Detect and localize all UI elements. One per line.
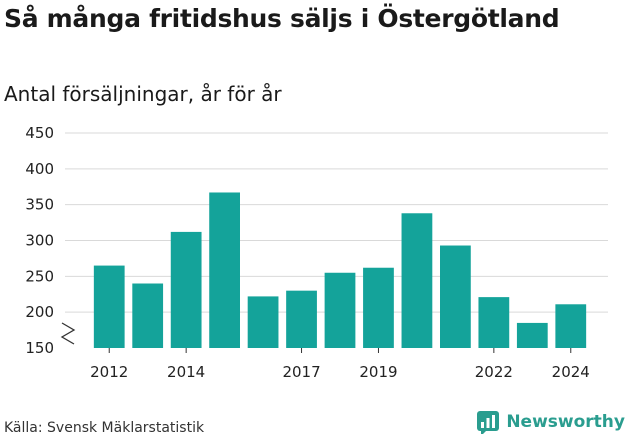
source-note: Källa: Svensk Mäklarstatistik <box>4 420 205 436</box>
y-tick-label-300: 300 <box>25 232 54 250</box>
bar-2020 <box>401 213 433 348</box>
bar-2022 <box>478 297 510 348</box>
chart-subtitle: Antal försäljningar, år för år <box>4 82 282 106</box>
bar-2019 <box>363 267 394 348</box>
y-tick-label-400: 400 <box>25 160 54 178</box>
bar-2017 <box>286 290 317 348</box>
bar-2013 <box>132 283 164 348</box>
bar-2014 <box>170 231 202 348</box>
x-tick-label-2022: 2022 <box>475 363 513 381</box>
y-tick-label-150: 150 <box>25 339 54 357</box>
y-tick-label-450: 450 <box>25 124 54 142</box>
bar-2024 <box>555 304 587 348</box>
bar-2023 <box>516 322 548 348</box>
chart-title: Så många fritidshus säljs i Östergötland <box>4 4 560 33</box>
y-tick-label-350: 350 <box>25 196 54 214</box>
x-tick-label-2024: 2024 <box>552 363 590 381</box>
x-axis: 2012 2014 2017 2019 2022 2024 <box>90 348 590 381</box>
bar-2021 <box>440 245 471 348</box>
brand-name: Newsworthy <box>506 412 625 432</box>
bar-2012 <box>93 265 125 348</box>
x-tick-label-2019: 2019 <box>359 363 397 381</box>
bars <box>93 192 587 348</box>
y-tick-label-200: 200 <box>25 303 54 321</box>
bar-2016 <box>247 296 279 348</box>
x-tick-label-2014: 2014 <box>167 363 205 381</box>
x-tick-label-2012: 2012 <box>90 363 128 381</box>
bar-2015 <box>209 192 240 348</box>
y-axis: 150 200 250 300 350 400 450 <box>25 124 76 357</box>
y-tick-label-250: 250 <box>25 267 54 285</box>
bar-2018 <box>324 272 356 348</box>
axis-break-icon <box>60 322 76 345</box>
x-tick-label-2017: 2017 <box>282 363 320 381</box>
newsworthy-chart-logo-icon <box>477 411 500 434</box>
brand[interactable]: Newsworthy <box>476 410 625 434</box>
